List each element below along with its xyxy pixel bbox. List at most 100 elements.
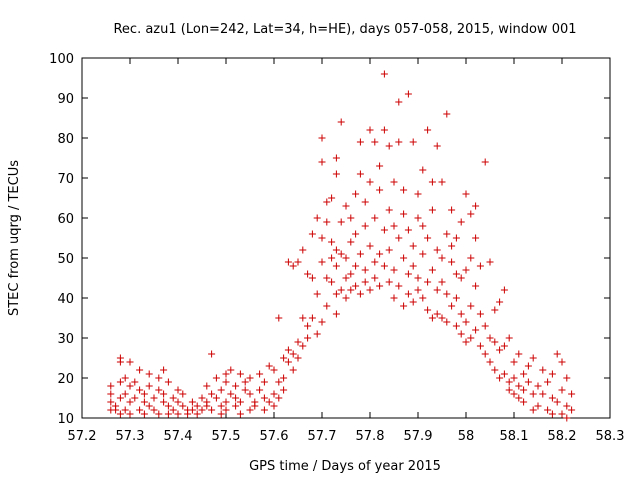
data-point (318, 318, 326, 326)
data-point (289, 350, 297, 358)
data-point (116, 394, 124, 402)
data-point (150, 406, 158, 414)
data-point (385, 278, 393, 286)
x-tick-label: 57.7 (308, 429, 337, 444)
data-point (505, 378, 513, 386)
data-point (443, 230, 451, 238)
data-point (342, 254, 350, 262)
data-point (136, 386, 144, 394)
data-point (380, 226, 388, 234)
plot-frame (81, 57, 611, 419)
data-point (275, 378, 283, 386)
data-point (352, 190, 360, 198)
data-point (400, 186, 408, 194)
data-point (275, 394, 283, 402)
data-point (462, 266, 470, 274)
data-point (467, 254, 475, 262)
data-point (380, 262, 388, 270)
data-point (568, 406, 576, 414)
data-point (318, 158, 326, 166)
data-point (294, 258, 302, 266)
data-point (544, 406, 552, 414)
data-point (318, 234, 326, 242)
data-point (126, 398, 134, 406)
y-tick-label: 30 (57, 332, 74, 347)
data-point (256, 386, 264, 394)
data-point (505, 386, 513, 394)
data-point (203, 402, 211, 410)
data-point (510, 390, 518, 398)
data-point (395, 98, 403, 106)
data-point (366, 242, 374, 250)
data-point (308, 314, 316, 322)
data-point (376, 186, 384, 194)
data-point (548, 410, 556, 418)
data-point (318, 134, 326, 142)
data-point (404, 90, 412, 98)
data-point (280, 354, 288, 362)
data-point (424, 126, 432, 134)
data-point (476, 262, 484, 270)
y-tick-label: 60 (57, 212, 74, 227)
data-point (116, 354, 124, 362)
data-point (515, 350, 523, 358)
data-point (366, 178, 374, 186)
data-point (212, 374, 220, 382)
data-point (452, 270, 460, 278)
data-point (208, 350, 216, 358)
data-point (121, 374, 129, 382)
data-point (294, 354, 302, 362)
data-point (467, 210, 475, 218)
x-tick-label: 58.1 (500, 429, 529, 444)
data-point (366, 286, 374, 294)
x-tick-label: 57.4 (164, 429, 193, 444)
data-point (395, 234, 403, 242)
data-point (241, 378, 249, 386)
data-point (131, 394, 139, 402)
data-point (198, 406, 206, 414)
data-point (486, 334, 494, 342)
data-point (462, 190, 470, 198)
x-tick-label: 58.2 (548, 429, 577, 444)
data-point (563, 374, 571, 382)
data-point (491, 338, 499, 346)
data-point (232, 382, 240, 390)
data-point (462, 318, 470, 326)
data-point (371, 138, 379, 146)
data-point (212, 394, 220, 402)
data-point (356, 138, 364, 146)
data-point (313, 290, 321, 298)
data-point (376, 282, 384, 290)
data-point (347, 286, 355, 294)
data-point (419, 294, 427, 302)
data-point (428, 314, 436, 322)
data-point (544, 378, 552, 386)
data-point (241, 386, 249, 394)
x-axis-label: GPS time / Days of year 2015 (249, 459, 441, 474)
data-point (236, 398, 244, 406)
data-point (529, 354, 537, 362)
data-point (404, 290, 412, 298)
data-point (332, 290, 340, 298)
data-point (448, 242, 456, 250)
data-point (390, 266, 398, 274)
data-point (116, 378, 124, 386)
data-point (553, 398, 561, 406)
data-point (356, 290, 364, 298)
data-point (438, 254, 446, 262)
data-points (107, 70, 576, 422)
data-point (433, 246, 441, 254)
data-point (448, 302, 456, 310)
data-point (472, 202, 480, 210)
data-point (328, 194, 336, 202)
data-point (299, 246, 307, 254)
data-point (313, 330, 321, 338)
data-point (376, 250, 384, 258)
data-point (424, 234, 432, 242)
data-point (433, 310, 441, 318)
data-point (332, 310, 340, 318)
data-point (193, 410, 201, 418)
data-point (169, 406, 177, 414)
data-point (222, 378, 230, 386)
